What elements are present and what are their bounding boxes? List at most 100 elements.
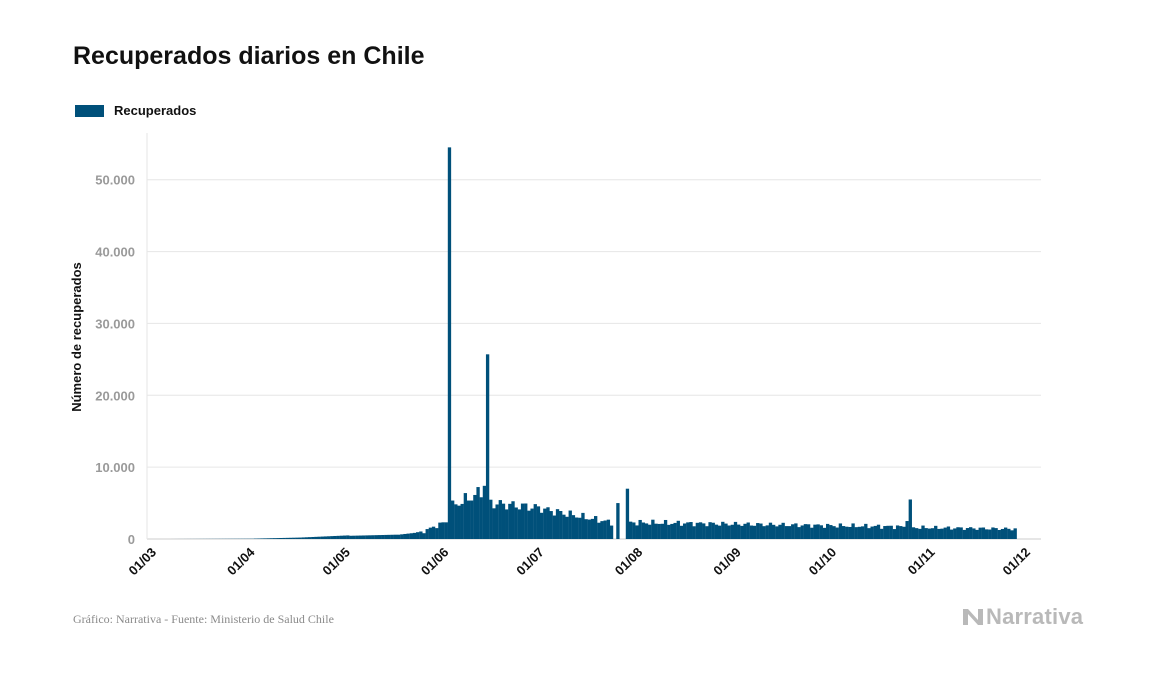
- bar: [787, 526, 792, 539]
- bar: [511, 501, 515, 539]
- bar: [711, 522, 715, 539]
- bar: [406, 533, 410, 539]
- bar: [609, 525, 614, 539]
- bar: [473, 494, 477, 539]
- bar: [549, 511, 553, 539]
- bar: [648, 524, 652, 539]
- bar: [403, 533, 407, 539]
- bar: [311, 536, 315, 539]
- bar: [568, 510, 572, 539]
- bar: [797, 527, 801, 539]
- bar: [495, 504, 499, 539]
- bar: [686, 522, 690, 539]
- bar: [721, 521, 725, 539]
- bar: [539, 512, 544, 539]
- x-tick-label: 01/06: [418, 545, 452, 579]
- bar: [578, 517, 582, 539]
- bar: [895, 525, 900, 539]
- bar: [492, 508, 496, 539]
- bar: [914, 528, 919, 539]
- bar: [778, 524, 782, 539]
- bar: [358, 535, 363, 539]
- bar: [740, 525, 744, 539]
- bar: [682, 523, 687, 539]
- bar: [988, 529, 992, 539]
- bar: [752, 525, 757, 539]
- bar: [714, 524, 719, 539]
- bar: [708, 522, 712, 539]
- bar: [260, 538, 264, 539]
- x-tick-label: 01/03: [126, 545, 160, 579]
- bar: [635, 525, 639, 539]
- bar: [841, 526, 846, 539]
- bar: [889, 525, 893, 539]
- bar: [279, 537, 283, 539]
- narrativa-logo-icon: [963, 609, 983, 625]
- bar: [314, 536, 318, 539]
- bar: [1013, 528, 1017, 539]
- bar: [422, 533, 426, 539]
- bar: [450, 500, 455, 539]
- bar: [352, 535, 356, 539]
- bar: [625, 488, 630, 539]
- bar: [616, 503, 620, 539]
- bar: [927, 528, 932, 539]
- bar: [435, 528, 439, 539]
- bar: [972, 528, 976, 539]
- bar: [381, 534, 385, 539]
- narrativa-logo: Narrativa: [963, 604, 1083, 630]
- bar: [400, 534, 404, 539]
- bar: [581, 512, 585, 539]
- bar: [654, 523, 658, 539]
- bar: [918, 528, 922, 539]
- bar: [565, 516, 569, 539]
- bar: [349, 535, 353, 539]
- bar: [870, 526, 874, 539]
- bar: [981, 527, 986, 539]
- bar: [371, 535, 375, 539]
- bar: [520, 503, 525, 539]
- bar: [460, 503, 464, 539]
- bar: [663, 519, 668, 539]
- y-tick-label: 40.000: [95, 245, 135, 260]
- bars: [171, 147, 1017, 539]
- bar: [393, 534, 398, 539]
- bar: [899, 526, 903, 539]
- bar: [657, 523, 661, 539]
- bar: [454, 504, 458, 539]
- bar: [867, 528, 871, 539]
- bar: [387, 534, 391, 539]
- bar: [396, 534, 401, 539]
- bar: [476, 487, 480, 539]
- bar: [860, 526, 865, 539]
- bar: [517, 509, 522, 539]
- bar: [737, 524, 741, 539]
- bar: [1007, 528, 1011, 539]
- bar: [660, 523, 665, 539]
- bar: [902, 526, 906, 539]
- bar: [546, 507, 550, 539]
- bar: [276, 538, 280, 539]
- legend: Recuperados: [75, 103, 196, 118]
- bar: [559, 510, 563, 539]
- bar: [327, 536, 331, 539]
- x-tick-labels: 01/03 01/04 01/05 01/06 01/07 01/08 01/09 01/10…: [126, 544, 1034, 578]
- bar: [365, 535, 369, 539]
- bar: [466, 500, 471, 539]
- bar: [384, 534, 388, 539]
- y-tick-label: 0: [128, 532, 135, 547]
- bar: [416, 532, 420, 539]
- bar: [743, 523, 747, 539]
- bar: [463, 493, 468, 539]
- gridlines: [146, 133, 1041, 540]
- bar: [730, 524, 734, 539]
- x-tick-label: 01/10: [806, 545, 840, 579]
- bar: [514, 507, 518, 539]
- bar: [346, 535, 350, 539]
- bar: [800, 525, 804, 539]
- bar: [632, 522, 636, 539]
- bar: [438, 522, 442, 539]
- bar: [320, 536, 325, 539]
- bar: [339, 535, 344, 539]
- source-note: Gráfico: Narrativa - Fuente: Ministerio …: [73, 612, 334, 626]
